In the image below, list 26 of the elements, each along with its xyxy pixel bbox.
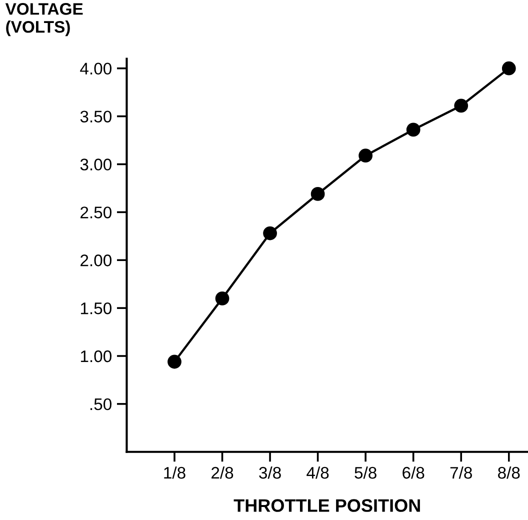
y-tick-label: 2.00 [80,254,112,266]
y-tick-label: 3.00 [80,158,112,170]
x-tick-label: 3/8 [259,466,281,479]
x-axis-title: THROTTLE POSITION [234,499,420,512]
point [310,187,325,201]
x-tick-label: 5/8 [354,466,376,479]
x-tick-label: 6/8 [402,466,424,479]
point [358,148,373,163]
x-tick-label: 2/8 [212,466,234,479]
y-tick-label: 3.50 [80,110,112,122]
point [168,354,182,369]
point [454,98,468,113]
y-tick-label: 4.00 [80,62,112,75]
point [406,122,420,137]
point [502,61,516,76]
x-tick-label: 1/8 [164,466,186,479]
y-tick-label: 1.50 [80,302,112,314]
y-axis-title: VOLTAGE (VOLTS) [5,3,83,36]
point [263,226,277,240]
point [215,292,230,306]
y-tick-label: 2.50 [80,206,112,218]
y-tick-label: .50 [90,398,112,410]
x-tick-label: 7/8 [450,466,472,479]
y-tick-label: 1.00 [80,350,112,362]
x-tick-label: 4/8 [306,466,329,479]
x-tick-label: 8/8 [498,466,520,479]
